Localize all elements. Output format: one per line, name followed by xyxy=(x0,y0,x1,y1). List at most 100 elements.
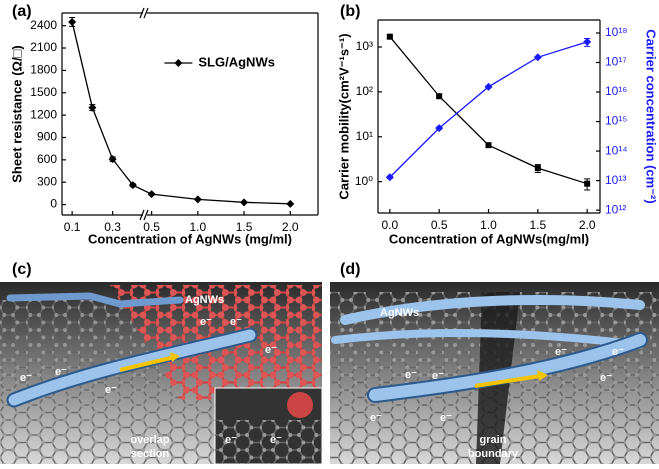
y-tick-label: 1200 xyxy=(30,107,57,121)
x-tick-label: 1.5 xyxy=(236,220,253,234)
inset-graphene xyxy=(215,420,322,464)
marker xyxy=(583,37,592,46)
y2-tick-label: 10¹⁸ xyxy=(605,25,627,39)
electron-label: e⁻ xyxy=(230,316,242,328)
panel-label: (b) xyxy=(340,3,360,20)
marker xyxy=(385,173,394,182)
marker xyxy=(484,82,493,91)
marker xyxy=(147,190,156,199)
panel-label: (d) xyxy=(340,261,360,278)
panel-label: (a) xyxy=(12,3,32,20)
marker xyxy=(88,103,97,112)
electron-label: e⁻ xyxy=(612,346,624,358)
y-tick-label: 10³ xyxy=(356,39,373,53)
axis-break xyxy=(139,7,145,19)
axis-break xyxy=(143,209,149,221)
y-tick-label: 600 xyxy=(37,152,57,166)
y-tick-label: 10⁰ xyxy=(355,174,373,188)
nanowire xyxy=(6,292,184,308)
y-tick-label: 300 xyxy=(37,174,57,188)
electron-label: e⁻ xyxy=(405,369,417,381)
y-tick-label: 0 xyxy=(50,197,57,211)
electron-label: e⁻ xyxy=(555,346,567,358)
x-axis-label: Concentration of AgNWs (mg/ml) xyxy=(88,231,292,246)
marker xyxy=(386,33,393,40)
x-tick-label: 0.0 xyxy=(381,218,398,232)
x-tick-label: 0.5 xyxy=(431,218,448,232)
axis-break xyxy=(143,7,149,19)
x-tick-label: 2.0 xyxy=(282,220,299,234)
legend-marker xyxy=(174,59,183,67)
panel-label: (c) xyxy=(12,261,32,278)
series-line xyxy=(389,36,588,185)
electron-label: e⁻ xyxy=(265,344,277,356)
x-tick-label: 0.3 xyxy=(104,220,121,234)
y-tick-label: 1500 xyxy=(30,85,57,99)
electron-label: e⁻ xyxy=(200,316,212,328)
marker xyxy=(68,17,77,26)
x-tick-label: 1.0 xyxy=(480,218,497,232)
y2-tick-label: 10¹⁴ xyxy=(605,143,628,157)
y2-tick-label: 10¹⁵ xyxy=(605,114,627,128)
section-label: overlap xyxy=(130,434,169,446)
series-line xyxy=(389,41,588,178)
panel-c: (c) AgNWs e⁻ e⁻ e⁻ e⁻ e⁻ e⁻ e⁻ e⁻ overla… xyxy=(0,261,323,465)
wire-label: AgNWs xyxy=(185,294,224,306)
marker xyxy=(193,195,202,204)
arrow xyxy=(119,355,176,372)
marker xyxy=(534,165,541,172)
panel-d: (d) AgNWs e⁻ e⁻ e⁻ e⁻ e⁻ e⁻ e⁻ grain bou… xyxy=(330,261,659,464)
y-tick-label: 900 xyxy=(37,130,57,144)
electron-label: e⁻ xyxy=(270,434,282,446)
marker xyxy=(240,198,249,207)
y-tick-label: 2400 xyxy=(30,18,57,32)
axis-break xyxy=(139,209,145,221)
section-label: section xyxy=(131,448,170,460)
y-tick-label: 10² xyxy=(356,84,373,98)
marker xyxy=(108,155,117,164)
wire-label: AgNWs xyxy=(380,307,419,319)
x-tick-label: 0.1 xyxy=(64,220,81,234)
x-axis-label: Concentration of AgNWs(mg/ml) xyxy=(389,231,589,246)
series-line xyxy=(71,21,291,205)
nanowire xyxy=(340,295,645,325)
electron-label: e⁻ xyxy=(370,412,382,424)
y2-tick-label: 10¹² xyxy=(605,202,626,216)
x-tick-label: 1.5 xyxy=(529,218,546,232)
atom xyxy=(287,392,313,418)
y-axis-label: Carrier mobility(cm²V⁻¹s⁻¹) xyxy=(336,33,351,199)
y2-tick-label: 10¹⁷ xyxy=(605,55,627,69)
marker xyxy=(286,199,295,208)
arrow xyxy=(537,370,548,381)
y-tick-label: 2100 xyxy=(30,40,57,54)
nanowire xyxy=(331,329,644,349)
electron-label: e⁻ xyxy=(225,434,237,446)
y-axis-label: Sheet resistance (Ω/□) xyxy=(9,45,24,183)
y-tick-label: 10¹ xyxy=(356,129,373,143)
marker xyxy=(128,181,137,190)
y2-tick-label: 10¹³ xyxy=(605,173,626,187)
x-tick-label: 0.5 xyxy=(143,220,160,234)
marker xyxy=(435,124,444,133)
electron-label: e⁻ xyxy=(600,372,612,384)
y-tick-label: 1800 xyxy=(30,63,57,77)
boundary-label: grain xyxy=(480,434,507,446)
y2-axis-label: Carrier concentration (cm⁻²) xyxy=(644,29,659,203)
nanowire xyxy=(369,334,646,401)
marker xyxy=(436,93,443,100)
marker xyxy=(485,142,492,149)
electron-label: e⁻ xyxy=(20,372,32,384)
electron-label: e⁻ xyxy=(440,412,452,424)
x-tick-label: 2.0 xyxy=(579,218,596,232)
electron-label: e⁻ xyxy=(55,366,67,378)
legend-label: SLG/AgNWs xyxy=(198,54,275,69)
y2-tick-label: 10¹⁶ xyxy=(605,84,627,98)
marker xyxy=(533,53,542,62)
arrow xyxy=(474,374,541,388)
electron-label: e⁻ xyxy=(432,370,444,382)
arrow xyxy=(170,352,180,362)
electron-label: e⁻ xyxy=(105,384,117,396)
nanowire xyxy=(8,329,256,406)
boundary-label: boundary xyxy=(468,448,519,460)
